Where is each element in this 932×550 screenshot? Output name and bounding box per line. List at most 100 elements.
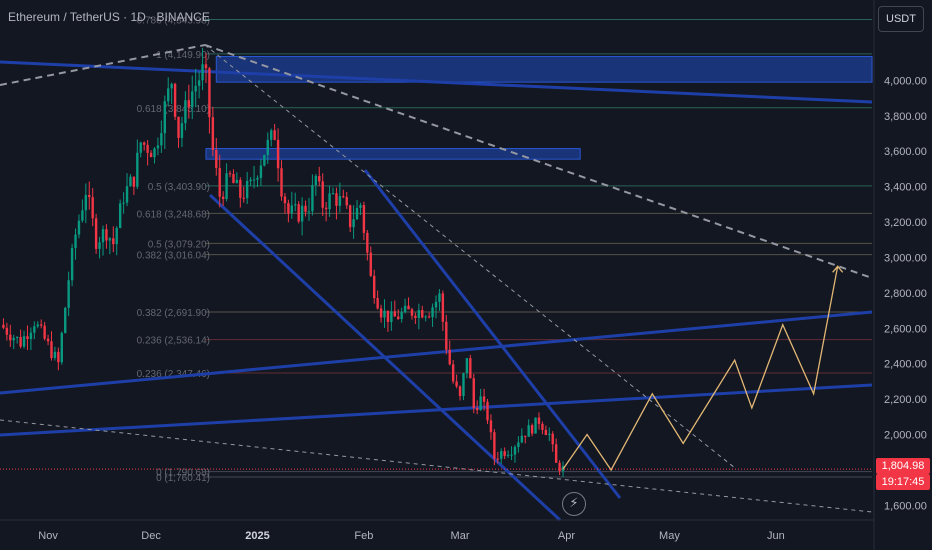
candle bbox=[252, 165, 256, 189]
candle bbox=[342, 189, 345, 199]
candle-body bbox=[403, 305, 407, 312]
candle bbox=[517, 436, 520, 453]
candle-body bbox=[475, 408, 479, 411]
candle bbox=[438, 289, 441, 311]
candle-body bbox=[221, 196, 225, 199]
candle bbox=[101, 225, 105, 256]
candle-body bbox=[427, 316, 431, 318]
candle-body bbox=[149, 152, 153, 158]
candle-body bbox=[434, 301, 438, 308]
candle bbox=[524, 435, 527, 444]
candle-body bbox=[70, 248, 74, 281]
candle-body bbox=[115, 227, 118, 245]
candle-body bbox=[101, 229, 105, 243]
candle bbox=[235, 172, 239, 184]
candle bbox=[177, 116, 180, 148]
candle bbox=[53, 346, 57, 361]
candle bbox=[81, 199, 84, 223]
candle-body bbox=[118, 203, 122, 228]
candle bbox=[290, 191, 294, 219]
candle-body bbox=[417, 310, 421, 319]
candle-body bbox=[551, 433, 554, 445]
candle-body bbox=[355, 207, 359, 220]
candle-body bbox=[469, 358, 472, 379]
candle-body bbox=[441, 293, 445, 322]
candle bbox=[57, 347, 60, 371]
candle-body bbox=[373, 275, 376, 299]
candle bbox=[249, 176, 252, 187]
candle bbox=[129, 174, 132, 187]
y-tick-label: 3,000.00 bbox=[884, 252, 927, 264]
candle-body bbox=[142, 142, 146, 145]
candle bbox=[259, 159, 263, 186]
candle-body bbox=[153, 148, 156, 158]
candle-body bbox=[414, 315, 417, 319]
candle-body bbox=[379, 308, 383, 318]
trend-line-7 bbox=[204, 44, 736, 469]
candle bbox=[348, 204, 352, 233]
fib-level-label-4: 0.618 (3,248.68) bbox=[137, 209, 210, 220]
candle bbox=[307, 197, 311, 221]
candle bbox=[424, 314, 427, 322]
candle-body bbox=[74, 234, 77, 249]
candle-body bbox=[331, 193, 335, 195]
y-tick-label: 2,000.00 bbox=[884, 430, 927, 442]
candle-body bbox=[94, 218, 98, 249]
candle bbox=[70, 243, 74, 287]
candle-body bbox=[225, 173, 228, 199]
candle bbox=[362, 201, 366, 241]
fib-level-label-0: 0.786 (4,343.98) bbox=[137, 15, 210, 26]
fib-level-label-7: 0.382 (2,691.90) bbox=[137, 308, 210, 319]
candle-body bbox=[530, 425, 534, 434]
x-tick-label: 2025 bbox=[245, 530, 269, 542]
candle bbox=[273, 123, 276, 141]
candle bbox=[173, 82, 177, 121]
candle-body bbox=[197, 80, 201, 86]
currency-button[interactable]: USDT bbox=[878, 6, 924, 32]
candle-body bbox=[2, 324, 5, 328]
candle-body bbox=[421, 310, 424, 318]
candle-body bbox=[541, 423, 544, 430]
candle bbox=[558, 460, 561, 476]
candle-body bbox=[335, 193, 338, 206]
candle bbox=[2, 318, 5, 330]
candle bbox=[554, 438, 558, 463]
candle bbox=[105, 224, 108, 249]
candle-body bbox=[400, 311, 403, 320]
lightning-icon[interactable]: ⚡ bbox=[562, 492, 586, 516]
candle bbox=[345, 191, 348, 209]
candle-body bbox=[177, 116, 180, 138]
candle bbox=[122, 192, 125, 214]
candle-body bbox=[194, 85, 197, 92]
y-tick-label: 2,600.00 bbox=[884, 323, 927, 335]
fib-level-label-1: 1 (4,149.90) bbox=[156, 50, 210, 61]
candle bbox=[445, 314, 448, 355]
candle bbox=[50, 331, 53, 361]
candle bbox=[328, 185, 331, 217]
candle-body bbox=[397, 316, 400, 320]
candle-body bbox=[300, 205, 304, 222]
candle-body bbox=[524, 435, 527, 437]
candle bbox=[221, 191, 225, 206]
candle-body bbox=[390, 311, 393, 322]
candle-body bbox=[445, 321, 448, 350]
candle bbox=[245, 172, 249, 205]
candle bbox=[379, 304, 383, 323]
candle bbox=[393, 300, 397, 317]
y-tick-label: 3,800.00 bbox=[884, 111, 927, 123]
candle bbox=[125, 173, 129, 207]
candle bbox=[300, 197, 304, 236]
trend-line-3 bbox=[208, 193, 562, 522]
candle bbox=[513, 444, 517, 463]
candle bbox=[359, 202, 362, 215]
candle bbox=[263, 154, 266, 167]
candle-body bbox=[359, 205, 362, 208]
candle-body bbox=[280, 168, 283, 197]
countdown-tag: 19:17:45 bbox=[876, 474, 930, 490]
candle-body bbox=[410, 309, 414, 316]
candle bbox=[510, 446, 513, 461]
candle-body bbox=[424, 316, 427, 318]
candle-body bbox=[122, 202, 125, 204]
